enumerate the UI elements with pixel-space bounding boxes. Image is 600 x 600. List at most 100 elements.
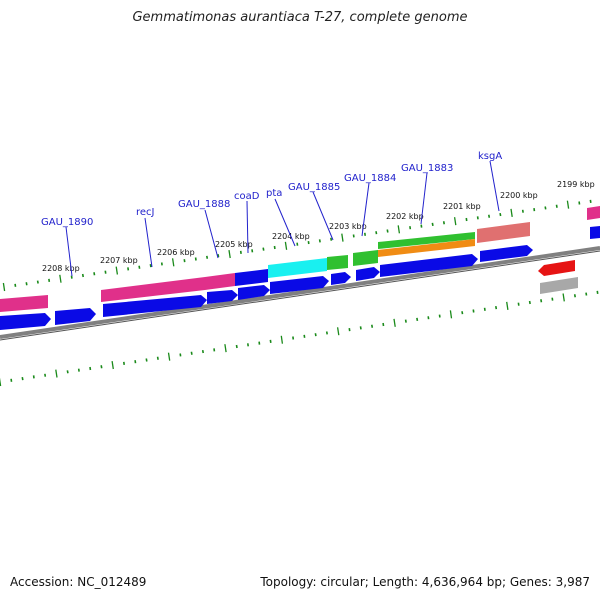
cog-feature-gau1885[interactable]	[327, 255, 348, 270]
leader-coad	[246, 200, 249, 254]
gene-label-gau1890[interactable]: GAU_1890	[41, 217, 93, 228]
scale-label-2207: 2207 kbp	[100, 256, 138, 265]
inner-scale-tick	[0, 377, 2, 387]
inner-scale-tick	[528, 300, 531, 305]
cds-gau1888[interactable]	[207, 290, 238, 304]
leader-gau1883	[420, 172, 428, 225]
cog-feature-gau1883-a[interactable]	[378, 232, 475, 249]
scale-label-2208: 2208 kbp	[42, 264, 80, 273]
cog-feature-right[interactable]	[587, 206, 600, 220]
inner-scale-tick	[325, 331, 328, 335]
genome-backbone	[0, 246, 600, 339]
inner-scale-tick	[201, 349, 204, 354]
reverse-track	[538, 260, 578, 294]
cds-forward-track	[0, 226, 600, 330]
leader-recj	[144, 217, 153, 268]
leader-gau1890	[65, 226, 73, 277]
outer-scale-tick	[138, 265, 141, 269]
gene-labels: GAU_1890 recJ GAU_1888 coaD pta GAU_1885…	[41, 151, 502, 228]
gene-label-gau1883[interactable]: GAU_1883	[401, 163, 453, 174]
cds-gau1890[interactable]	[55, 308, 96, 325]
genome-backbone-shadow	[0, 250, 600, 341]
outer-scale-tick	[81, 273, 84, 278]
outer-scale-tick	[499, 212, 502, 217]
cog-feature-gau1888[interactable]	[205, 273, 235, 290]
outer-scale-tick	[206, 255, 209, 259]
accession-text: Accession: NC_012489	[10, 575, 147, 589]
outer-scale-tick	[36, 280, 39, 284]
gene-label-pta[interactable]: pta	[266, 188, 282, 199]
inner-scale-tick	[585, 292, 588, 296]
inner-scale-tick	[314, 333, 317, 337]
scale-label-2206: 2206 kbp	[157, 248, 195, 257]
cds-pta[interactable]	[270, 276, 329, 294]
inner-scale-tick	[21, 376, 24, 381]
cog-feature-coad[interactable]	[235, 269, 268, 286]
inner-scale-tick	[156, 356, 159, 360]
cds-coad[interactable]	[238, 285, 270, 300]
outer-scale-tick	[341, 233, 344, 242]
cds-ksga[interactable]	[480, 245, 533, 262]
inner-scale-tick	[280, 335, 284, 344]
outer-scale-tick	[386, 229, 389, 233]
scale-label-2203: 2203 kbp	[329, 222, 367, 231]
inner-scale-tick	[359, 326, 362, 330]
leader-pta	[274, 198, 296, 247]
gene-label-ksga[interactable]: ksgA	[478, 151, 502, 162]
inner-tick-track	[0, 290, 599, 387]
scale-label-2199: 2199 kbp	[557, 180, 595, 189]
outer-scale-tick	[453, 217, 457, 226]
inner-scale-tick	[55, 369, 58, 378]
inner-scale-tick	[393, 318, 396, 327]
leader-gau1885	[312, 191, 334, 241]
gene-label-gau1885[interactable]: GAU_1885	[288, 182, 340, 193]
inner-scale-tick	[66, 370, 69, 374]
cds-recj[interactable]	[103, 295, 207, 317]
outer-scale-tick	[93, 272, 96, 276]
inner-scale-tick	[167, 352, 171, 361]
cog-feature-recj[interactable]	[101, 277, 205, 302]
inner-scale-tick	[540, 299, 543, 303]
inner-scale-tick	[235, 344, 238, 349]
cog-feature-gau1884[interactable]	[353, 250, 378, 266]
inner-scale-tick	[404, 319, 407, 323]
inner-scale-tick	[336, 327, 340, 336]
outer-scale-tick	[566, 200, 570, 209]
cds-gau1883[interactable]	[380, 254, 478, 277]
inner-scale-tick	[416, 317, 419, 322]
outer-scale-tick	[318, 239, 321, 243]
outer-scale-tick	[442, 221, 445, 225]
inner-scale-tick	[449, 310, 453, 319]
inner-scale-tick	[371, 324, 374, 328]
outer-scale-tick	[510, 208, 513, 217]
reverse-feature-red[interactable]	[538, 260, 575, 276]
cds-gau1884[interactable]	[356, 267, 380, 281]
cog-feature-gau1891[interactable]	[0, 295, 48, 312]
map-title: Gemmatimonas aurantiaca T-27, complete g…	[132, 10, 468, 25]
cds-right[interactable]	[590, 226, 600, 239]
outer-scale-tick	[171, 258, 175, 267]
leader-gau1884	[361, 182, 370, 237]
outer-tick-track	[2, 199, 592, 292]
gene-label-coad[interactable]: coaD	[234, 191, 260, 202]
leader-ksga	[489, 160, 500, 212]
cds-gau1885[interactable]	[331, 272, 351, 285]
inner-scale-tick	[495, 305, 498, 310]
outer-scale-tick	[262, 247, 265, 251]
cog-feature-ksga[interactable]	[477, 222, 530, 243]
cog-feature-gau1883-b[interactable]	[378, 239, 475, 257]
gene-label-gau1888[interactable]: GAU_1888	[178, 199, 230, 210]
cds-gau1891[interactable]	[0, 313, 51, 330]
scale-label-2205: 2205 kbp	[215, 240, 253, 249]
gene-label-gau1884[interactable]: GAU_1884	[344, 173, 396, 184]
reverse-feature-gray[interactable]	[540, 277, 578, 294]
outer-scale-tick	[25, 282, 28, 286]
cog-feature-pta[interactable]	[268, 258, 327, 278]
outer-scale-tick	[2, 282, 6, 292]
outer-scale-tick	[397, 225, 401, 234]
outer-scale-tick	[228, 250, 231, 259]
outer-scale-tick	[284, 241, 288, 250]
gene-label-recj[interactable]: recJ	[136, 207, 155, 218]
inner-scale-tick	[100, 365, 103, 369]
